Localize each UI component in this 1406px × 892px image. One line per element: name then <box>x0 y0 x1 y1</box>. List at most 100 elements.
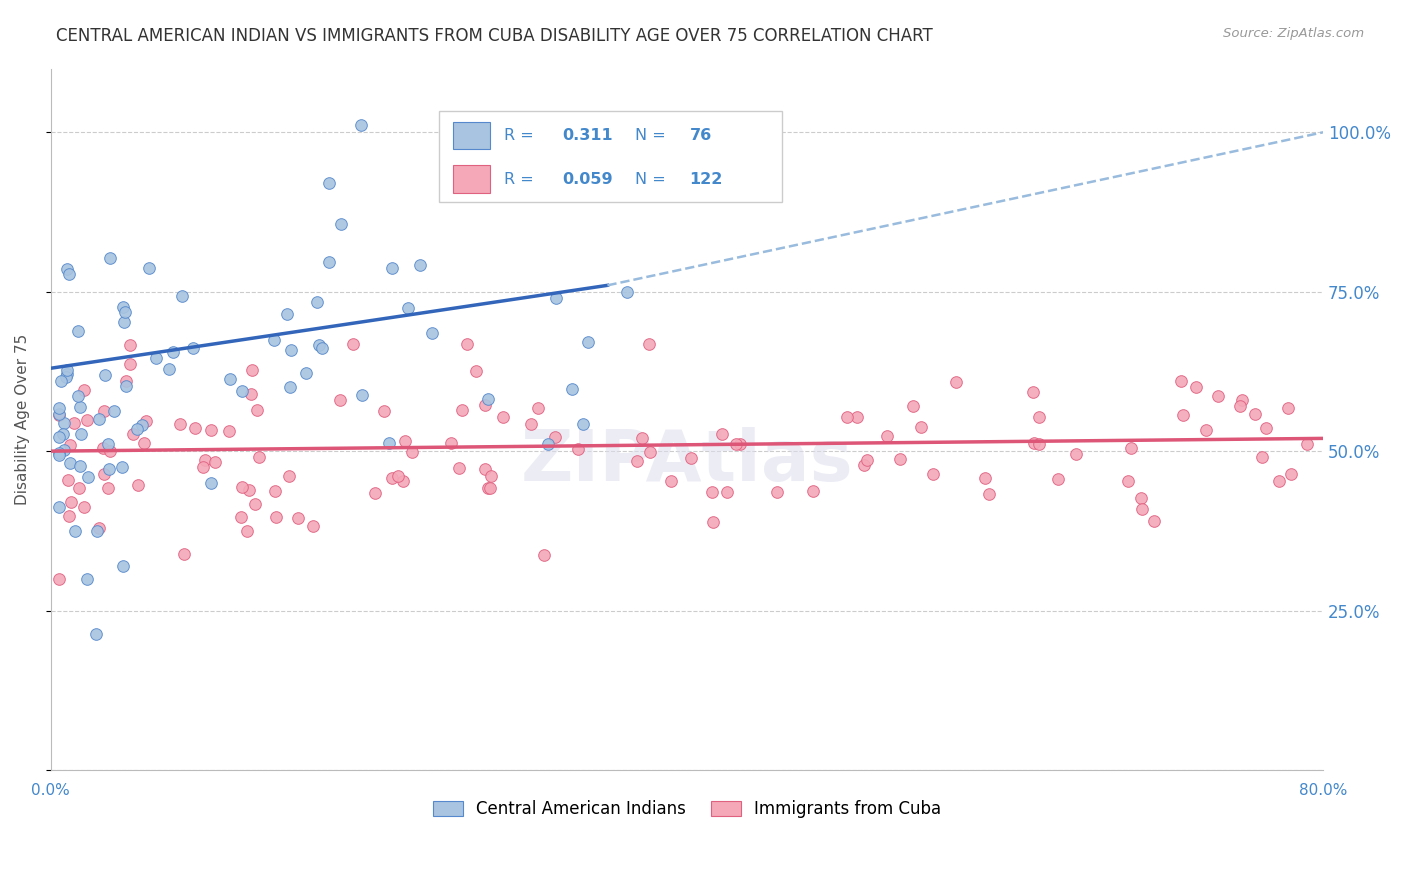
Point <box>394 434 416 448</box>
Point <box>711 427 734 442</box>
Point <box>1195 423 1218 437</box>
Point <box>200 423 222 437</box>
Point <box>889 452 911 467</box>
Point <box>184 421 207 435</box>
Point <box>240 387 263 401</box>
Point <box>716 485 738 500</box>
Point <box>921 467 943 482</box>
Point <box>246 403 269 417</box>
Point <box>392 474 415 488</box>
Point <box>218 424 240 438</box>
Point <box>352 388 374 402</box>
Point <box>845 410 868 425</box>
Point <box>311 341 333 355</box>
Point <box>89 521 111 535</box>
Point <box>447 461 470 475</box>
Point <box>801 484 824 499</box>
Point <box>76 413 98 427</box>
Point <box>479 469 502 483</box>
Point <box>264 483 287 498</box>
Point <box>48 430 70 444</box>
Point <box>318 176 340 190</box>
Point <box>1130 501 1153 516</box>
Point <box>287 510 309 524</box>
Point <box>329 217 352 231</box>
Point <box>1206 389 1229 403</box>
Point <box>373 404 395 418</box>
Point <box>63 416 86 430</box>
Point <box>98 462 121 476</box>
Point <box>725 437 748 451</box>
Point <box>381 470 404 484</box>
Point <box>91 441 114 455</box>
Point <box>191 459 214 474</box>
Point <box>264 510 287 524</box>
Point <box>342 337 364 351</box>
Point <box>901 400 924 414</box>
Point <box>48 408 70 422</box>
Point <box>1296 437 1319 451</box>
Point <box>527 401 550 415</box>
Point <box>318 254 340 268</box>
Point <box>94 368 117 382</box>
Point <box>979 487 1001 501</box>
Point <box>263 333 285 347</box>
Point <box>112 558 135 573</box>
Point <box>127 478 149 492</box>
Point <box>945 375 967 389</box>
Point <box>236 524 259 538</box>
Point <box>103 404 125 418</box>
Text: ZIPAtlas: ZIPAtlas <box>520 427 853 496</box>
Point <box>138 261 160 276</box>
Point <box>173 547 195 561</box>
Point <box>48 401 70 415</box>
Point <box>238 483 260 497</box>
Point <box>145 351 167 366</box>
Point <box>837 409 859 424</box>
Point <box>474 462 496 476</box>
Point <box>1022 435 1045 450</box>
Point <box>93 467 115 482</box>
Point <box>1279 467 1302 482</box>
Point <box>581 187 603 202</box>
Point <box>98 251 121 265</box>
Point <box>377 436 399 450</box>
Text: 0.0%: 0.0% <box>31 783 70 798</box>
Point <box>67 481 90 495</box>
Point <box>247 450 270 464</box>
Point <box>118 358 141 372</box>
Point <box>276 307 298 321</box>
Point <box>59 456 82 470</box>
Point <box>350 118 373 132</box>
Point <box>277 468 299 483</box>
Point <box>856 452 879 467</box>
Point <box>456 336 478 351</box>
Point <box>631 431 654 445</box>
Point <box>97 437 120 451</box>
Point <box>231 480 253 494</box>
Legend: Central American Indians, Immigrants from Cuba: Central American Indians, Immigrants fro… <box>426 794 948 825</box>
Point <box>295 367 318 381</box>
Point <box>134 436 156 450</box>
Point <box>1251 450 1274 464</box>
Point <box>638 336 661 351</box>
Point <box>1047 472 1070 486</box>
Point <box>852 458 875 472</box>
Point <box>1229 399 1251 413</box>
Point <box>53 417 76 431</box>
Point <box>1064 447 1087 461</box>
Point <box>89 412 111 426</box>
Point <box>159 362 181 376</box>
Point <box>231 384 253 398</box>
Point <box>67 389 90 403</box>
Point <box>115 374 138 388</box>
Point <box>1277 401 1299 415</box>
Point <box>681 450 703 465</box>
Point <box>48 500 70 514</box>
Point <box>73 500 96 514</box>
Point <box>519 417 541 431</box>
Point <box>56 367 79 381</box>
Point <box>1116 475 1139 489</box>
Point <box>56 473 79 487</box>
Point <box>420 326 443 340</box>
